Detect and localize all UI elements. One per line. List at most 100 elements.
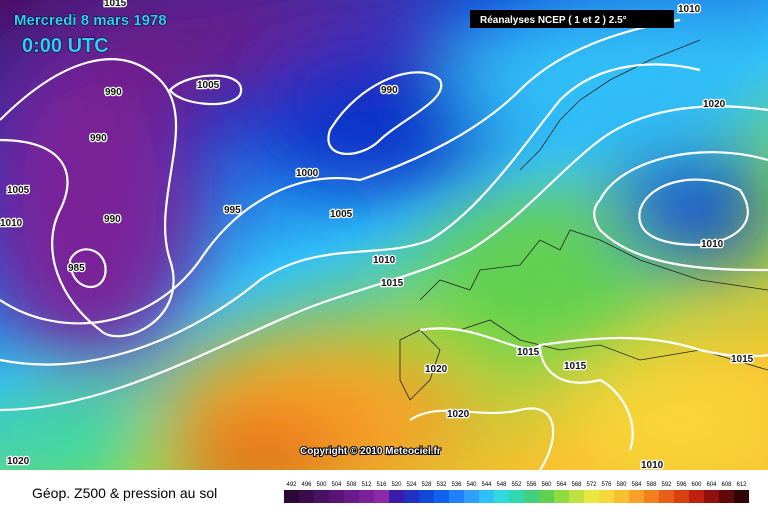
isobar-label: 1010 bbox=[0, 218, 23, 229]
legend-title: Géop. Z500 & pression au sol bbox=[32, 485, 217, 501]
colorbar-swatch bbox=[494, 490, 509, 503]
colorbar-swatch bbox=[359, 490, 374, 503]
colorbar-label: 508 bbox=[346, 482, 357, 488]
isobar-label: 1015 bbox=[104, 0, 127, 9]
colorbar-swatch bbox=[284, 490, 299, 503]
colorbar-label: 596 bbox=[676, 482, 687, 488]
isobar-label: 1015 bbox=[517, 347, 540, 358]
field: 1015 1010 1005 990 990 1020 990 1005 100… bbox=[0, 0, 768, 471]
copyright: Copyright © 2010 Meteociel.fr bbox=[300, 446, 441, 457]
colorbar-label: 536 bbox=[451, 482, 462, 488]
isobar bbox=[409, 407, 555, 470]
colorbar-swatch bbox=[659, 490, 674, 503]
colorbar-label: 572 bbox=[586, 482, 597, 488]
isobar-label: 1020 bbox=[7, 456, 30, 467]
source: Réanalyses NCEP ( 1 et 2 ) 2.5° bbox=[480, 15, 627, 26]
colorbar-label: 560 bbox=[541, 482, 552, 488]
colorbar-label: 612 bbox=[736, 482, 747, 488]
colorbar-swatch bbox=[644, 490, 659, 503]
colorbar-label: 492 bbox=[286, 482, 297, 488]
colorbar-swatch bbox=[329, 490, 344, 503]
colorbar-label: 528 bbox=[421, 482, 432, 488]
colorbar-label: 504 bbox=[331, 482, 342, 488]
colorbar-label: 544 bbox=[481, 482, 492, 488]
isobar-label: 1020 bbox=[425, 364, 448, 375]
isobar-label: 1010 bbox=[678, 4, 701, 15]
coastline bbox=[399, 39, 768, 401]
colorbar-label: 532 bbox=[436, 482, 447, 488]
isobar bbox=[327, 71, 443, 155]
colorbar-swatch bbox=[479, 490, 494, 503]
isobar bbox=[0, 58, 178, 338]
colorbar-swatch bbox=[374, 490, 389, 503]
colorbar-swatch bbox=[674, 490, 689, 503]
isobar-label: 1015 bbox=[731, 354, 754, 365]
colorbar-swatch bbox=[524, 490, 539, 503]
isobar bbox=[0, 105, 768, 412]
isobar-label: 1010 bbox=[373, 255, 396, 266]
colorbar-label: 564 bbox=[556, 482, 567, 488]
colorbar-label: 604 bbox=[706, 482, 717, 488]
colorbar-swatch bbox=[464, 490, 479, 503]
colorbar-swatch bbox=[629, 490, 644, 503]
date: Mercredi 8 mars 1978 bbox=[14, 12, 167, 29]
isobar-label: 1005 bbox=[7, 185, 30, 196]
colorbar-label: 600 bbox=[691, 482, 702, 488]
isobar-label: 990 bbox=[105, 87, 122, 98]
colorbar-swatch bbox=[434, 490, 449, 503]
isobar-label: 990 bbox=[104, 214, 121, 225]
colorbar-swatch bbox=[704, 490, 719, 503]
colorbar-swatch bbox=[689, 490, 704, 503]
isobar bbox=[68, 248, 107, 289]
isobar-label: 1015 bbox=[564, 361, 587, 372]
isobar-label: 1005 bbox=[330, 209, 353, 220]
isobar bbox=[419, 327, 768, 451]
colorbar-swatch bbox=[389, 490, 404, 503]
isobar-label: 1020 bbox=[703, 99, 726, 110]
colorbar-swatch bbox=[299, 490, 314, 503]
isobar-label: 1010 bbox=[641, 460, 664, 471]
colorbar-label: 592 bbox=[661, 482, 672, 488]
isobar-label: 990 bbox=[90, 133, 107, 144]
colorbar-label: 552 bbox=[511, 482, 522, 488]
isobar bbox=[0, 18, 681, 325]
isobar bbox=[593, 151, 768, 272]
source-box bbox=[470, 10, 674, 28]
colorbar-swatch bbox=[509, 490, 524, 503]
isobar-label: 1000 bbox=[296, 168, 319, 179]
colorbar-label: 548 bbox=[496, 482, 507, 488]
colorbar-swatch bbox=[449, 490, 464, 503]
colorbar-swatch bbox=[554, 490, 569, 503]
isobar bbox=[638, 178, 749, 247]
colorbar-label: 516 bbox=[376, 482, 387, 488]
isobar-label: 1005 bbox=[197, 80, 220, 91]
colorbar-swatch bbox=[404, 490, 419, 503]
colorbar-swatch bbox=[734, 490, 749, 503]
colorbar-label: 568 bbox=[571, 482, 582, 488]
isobar-label: 1015 bbox=[381, 278, 404, 289]
colorbar-label: 520 bbox=[391, 482, 402, 488]
colorbar-label: 576 bbox=[601, 482, 612, 488]
colorbar-label: 496 bbox=[301, 482, 312, 488]
isobar bbox=[0, 63, 701, 366]
colorbar-label: 540 bbox=[466, 482, 477, 488]
isobar bbox=[168, 74, 243, 106]
colorbar-label: 584 bbox=[631, 482, 642, 488]
colorbar: 492 496 500 504 508 512 516 520 524 528 532 536 540 5… bbox=[284, 482, 749, 503]
colorbar-swatch bbox=[539, 490, 554, 503]
colorbar-swatch bbox=[569, 490, 584, 503]
colorbar-label: 608 bbox=[721, 482, 732, 488]
colorbar-swatch bbox=[719, 490, 734, 503]
colorbar-swatch bbox=[314, 490, 329, 503]
colorbar-label: 524 bbox=[406, 482, 417, 488]
colorbar-swatch bbox=[614, 490, 629, 503]
colorbar-swatch bbox=[599, 490, 614, 503]
isobar-label: 1010 bbox=[701, 239, 724, 250]
colorbar-label: 500 bbox=[316, 482, 327, 488]
colorbar-label: 588 bbox=[646, 482, 657, 488]
isobar-label: 985 bbox=[68, 263, 85, 274]
colorbar-swatch bbox=[419, 490, 434, 503]
isobar-label: 1020 bbox=[447, 409, 470, 420]
isobar-label: 995 bbox=[224, 205, 241, 216]
